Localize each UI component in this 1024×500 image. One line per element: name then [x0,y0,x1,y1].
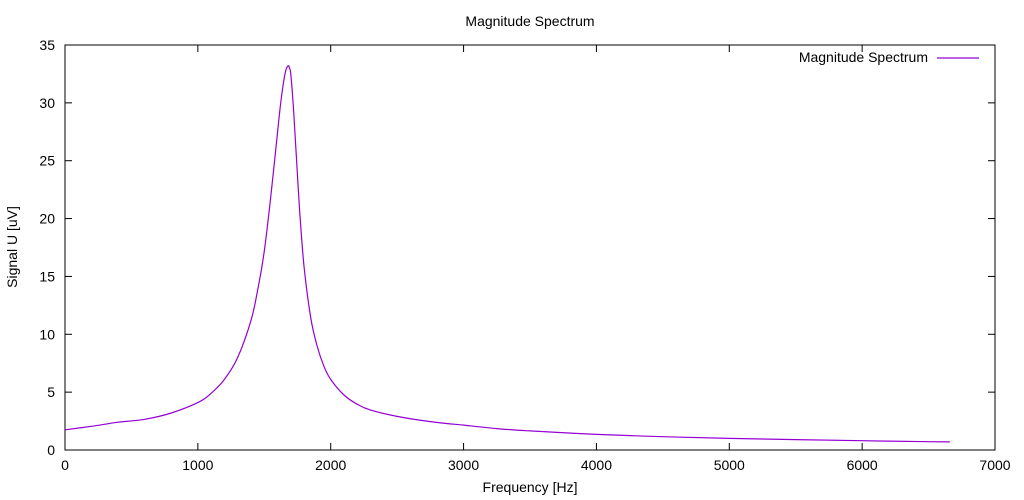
plot-frame [64,44,996,451]
x-tick-label: 3000 [448,457,479,473]
y-axis-label: Signal U [uV] [4,206,20,288]
y-axis-ticks: 0 5 10 15 20 25 30 35 [39,37,995,458]
x-tick-label: 0 [61,457,69,473]
chart-title: Magnitude Spectrum [465,13,594,29]
y-tick-label: 20 [39,211,55,227]
series-layer [64,65,950,443]
y-tick-label: 35 [39,37,55,53]
legend: Magnitude Spectrum [799,49,979,65]
x-axis-ticks: 0 1000 2000 3000 4000 5000 6000 7000 [61,45,1011,473]
y-tick-label: 25 [39,153,55,169]
x-tick-label: 1000 [182,457,213,473]
x-tick-label: 5000 [714,457,745,473]
x-tick-label: 7000 [979,457,1010,473]
series-line [64,65,950,443]
x-axis-label: Frequency [Hz] [483,479,578,495]
y-tick-label: 5 [47,384,55,400]
y-tick-label: 0 [47,442,55,458]
x-tick-label: 6000 [847,457,878,473]
y-tick-label: 30 [39,95,55,111]
x-tick-label: 4000 [581,457,612,473]
y-tick-label: 15 [39,268,55,284]
x-tick-label: 2000 [315,457,346,473]
y-tick-label: 10 [39,326,55,342]
legend-label: Magnitude Spectrum [799,49,928,65]
